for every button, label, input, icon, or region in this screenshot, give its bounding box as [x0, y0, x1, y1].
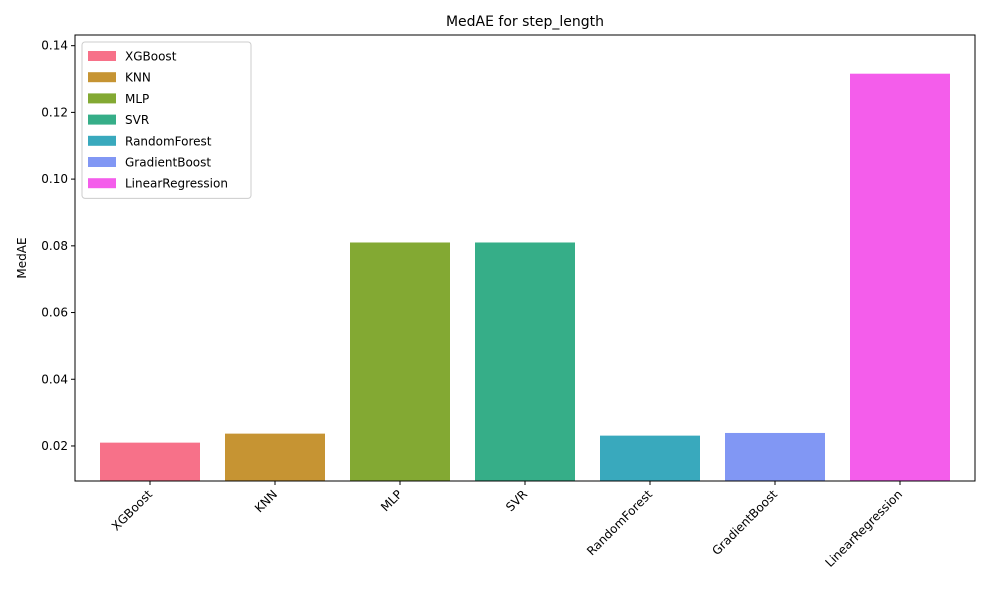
- legend: XGBoost KNN MLP SVR RandomForest GradientBoos…: [81, 41, 252, 199]
- legend-label: LinearRegression: [125, 177, 228, 191]
- bar-xgboost: [100, 442, 200, 481]
- legend-swatch: [88, 157, 116, 167]
- bar-linearregression: [850, 73, 950, 481]
- plot-frame: [74, 34, 976, 482]
- legend-swatch: [88, 135, 116, 146]
- legend-label: KNN: [125, 71, 151, 85]
- y-axis: 0.02 0.04 0.06 0.08 0.10 0.12 0.14: [41, 39, 75, 453]
- y-tick-label: 0.10: [41, 172, 68, 186]
- legend-swatch: [88, 93, 116, 104]
- legend-box: [81, 41, 252, 199]
- legend-swatch: [88, 178, 116, 189]
- legend-label: RandomForest: [125, 134, 212, 148]
- bar-knn: [225, 433, 325, 481]
- y-tick-label: 0.14: [41, 39, 68, 53]
- bar-randomforest: [600, 435, 700, 481]
- bar-svr: [475, 242, 575, 481]
- y-tick-label: 0.12: [41, 105, 68, 119]
- y-tick-label: 0.08: [41, 239, 68, 253]
- legend-label: MLP: [125, 92, 149, 106]
- bar-mlp: [350, 242, 450, 481]
- legend-label: GradientBoost: [125, 156, 211, 170]
- y-axis-label: MedAE: [15, 237, 29, 278]
- legend-label: XGBoost: [125, 50, 177, 64]
- legend-swatch: [88, 114, 116, 125]
- bars-layer: [100, 73, 950, 481]
- bar-gradientboost: [725, 432, 825, 481]
- legend-swatch: [88, 72, 116, 83]
- y-tick-label: 0.06: [41, 306, 68, 320]
- chart-title: MedAE for step_length: [446, 14, 604, 30]
- legend-label: SVR: [125, 113, 149, 127]
- y-tick-label: 0.04: [41, 372, 68, 386]
- y-tick-label: 0.02: [41, 439, 68, 453]
- legend-swatch: [88, 51, 116, 61]
